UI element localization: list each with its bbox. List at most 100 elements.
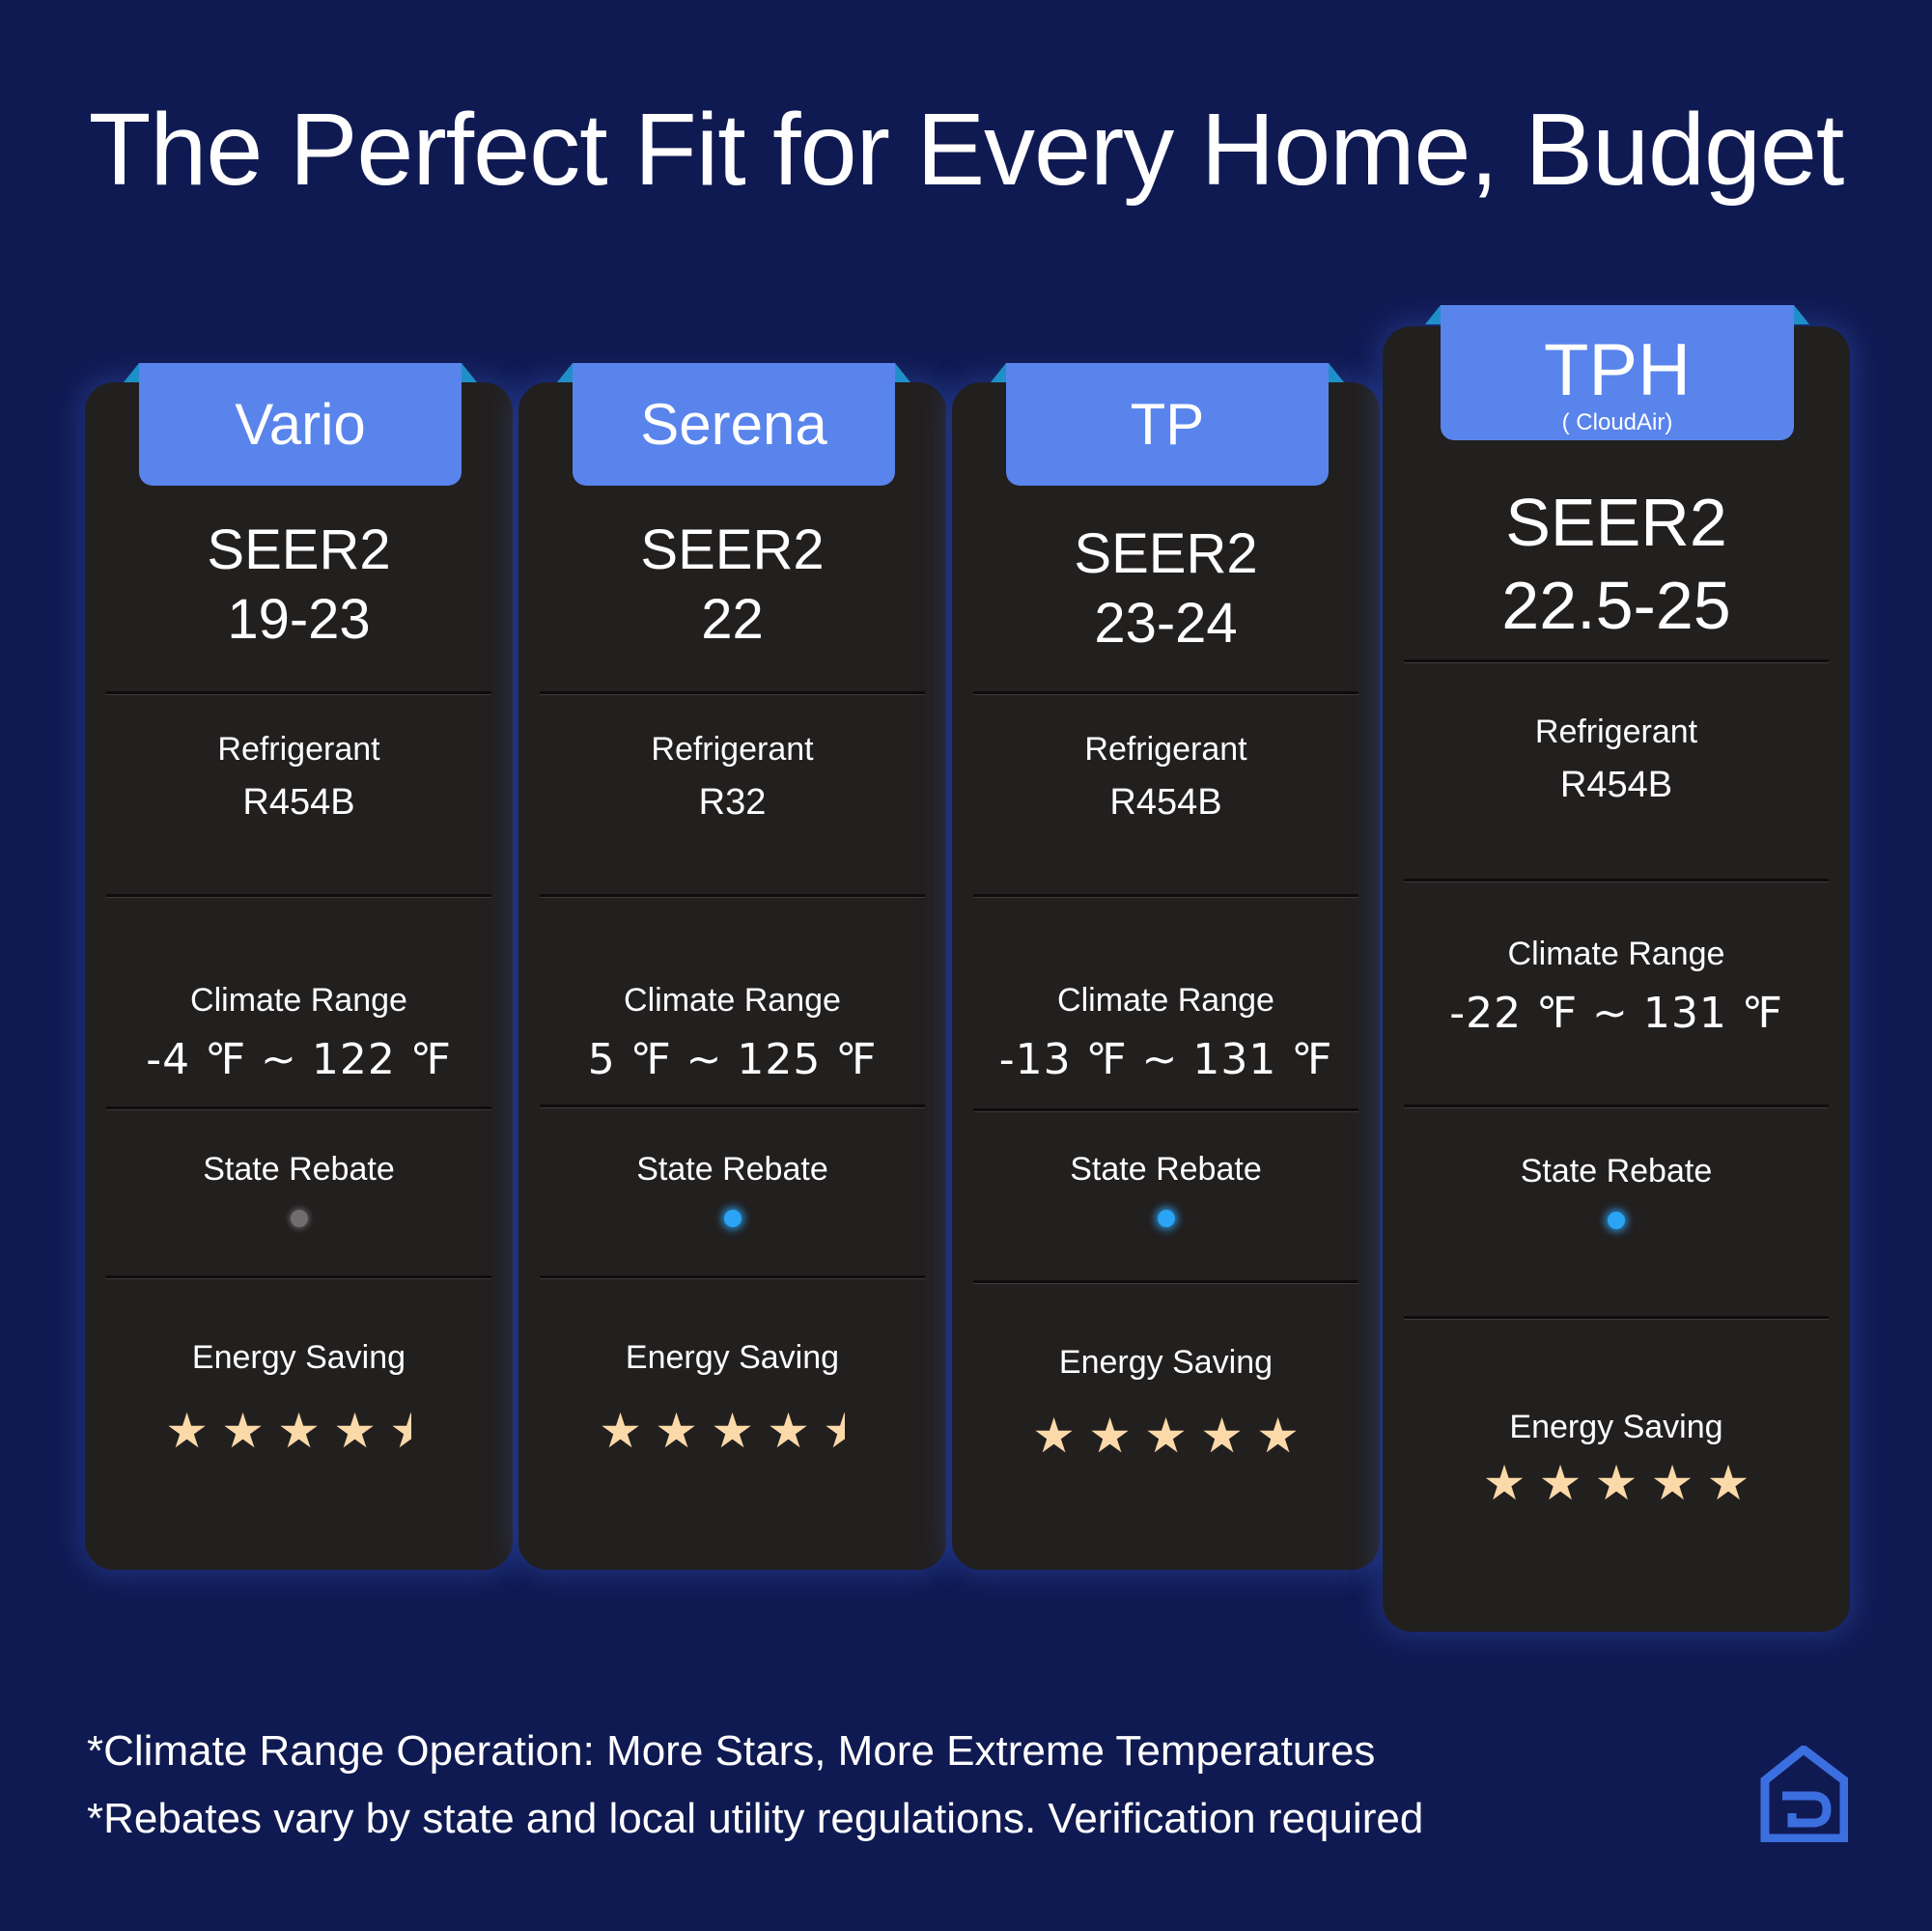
seer-value: 19-23 (227, 588, 371, 651)
star-icon: ★ (1256, 1408, 1300, 1464)
tab-flap-right (462, 363, 477, 382)
product-name: TP (1130, 392, 1205, 457)
refrigerant-value: R454B (1559, 765, 1673, 805)
row-divider (1404, 1105, 1829, 1108)
rebate-indicator-icon (723, 1210, 742, 1227)
energy-label: Energy Saving (191, 1339, 406, 1376)
seer-section: SEER2 23-24 (952, 519, 1380, 658)
star-icon: ★ (711, 1403, 754, 1459)
footnote-rebate: *Rebates vary by state and local utility… (87, 1795, 1424, 1842)
rebate-section: State Rebate (85, 1150, 513, 1227)
product-subtitle: ( CloudAir) (1561, 409, 1673, 435)
product-name: Serena (640, 392, 827, 457)
row-divider (973, 1280, 1358, 1284)
refrigerant-value: R454B (1109, 782, 1222, 823)
seer-label: SEER2 (1505, 485, 1727, 560)
star-icon: ★ (165, 1403, 209, 1459)
seer-label: SEER2 (207, 518, 391, 581)
row-divider (973, 894, 1358, 898)
energy-label: Energy Saving (1509, 1409, 1723, 1445)
star-icon: ★ (1482, 1455, 1526, 1511)
climate-label: Climate Range (190, 982, 407, 1019)
energy-label: Energy Saving (1058, 1344, 1274, 1381)
refrigerant-label: Refrigerant (1084, 731, 1247, 768)
row-divider (1404, 879, 1829, 882)
climate-section: Climate Range -4 ℉ ~ 122 ℉ (85, 981, 513, 1085)
star-icon: ★ (1594, 1455, 1638, 1511)
row-divider (1404, 1316, 1829, 1320)
climate-label: Climate Range (1507, 936, 1725, 972)
rebate-label: State Rebate (203, 1151, 395, 1188)
refrigerant-label: Refrigerant (217, 731, 380, 768)
tab-flap-right (895, 363, 910, 382)
row-divider (540, 894, 925, 898)
row-divider (540, 1275, 925, 1279)
star-icon: ★ (1144, 1408, 1188, 1464)
footnote-climate: *Climate Range Operation: More Stars, Mo… (87, 1727, 1376, 1775)
star-icon: ★ (333, 1403, 377, 1459)
product-name-tab: Vario (139, 363, 462, 486)
tab-flap-left (991, 363, 1006, 382)
rebate-indicator-icon (290, 1210, 308, 1227)
climate-label: Climate Range (1057, 982, 1274, 1019)
row-divider (106, 1275, 491, 1279)
product-card: TPH( CloudAir) SEER2 22.5-25 Refrigerant R4… (1383, 305, 1850, 1632)
energy-section: Energy Saving ★ ★ ★ ★ ★ (952, 1343, 1380, 1463)
climate-value: -4 ℉ ~ 122 ℉ (146, 1035, 452, 1084)
product-name: TPH (1544, 329, 1691, 411)
rebate-label: State Rebate (1520, 1153, 1713, 1189)
climate-section: Climate Range -22 ℉ ~ 131 ℉ (1383, 935, 1850, 1039)
star-icon: ★ (1650, 1455, 1694, 1511)
energy-rating: ★ ★ ★ ★ ★ (952, 1409, 1380, 1463)
tab-flap-left (557, 363, 573, 382)
product-card: Serena SEER2 22 Refrigerant R32 Climate Rang… (518, 363, 946, 1570)
star-icon: ★ (1538, 1455, 1582, 1511)
rebate-indicator-icon (1157, 1210, 1175, 1227)
tab-flap-left (1425, 305, 1441, 324)
row-divider (106, 1106, 491, 1110)
seer-section: SEER2 22.5-25 (1383, 481, 1850, 647)
seer-label: SEER2 (1074, 522, 1258, 585)
refrigerant-label: Refrigerant (651, 731, 814, 768)
star-icon: ★ (1706, 1455, 1750, 1511)
seer-value: 23-24 (1094, 592, 1238, 655)
row-divider (106, 691, 491, 695)
energy-section: Energy Saving ★★★★★★ (518, 1338, 946, 1458)
star-icon: ★ (1032, 1408, 1076, 1464)
energy-label: Energy Saving (625, 1339, 840, 1376)
seer-section: SEER2 22 (518, 516, 946, 655)
product-name: Vario (235, 392, 366, 457)
row-divider (1404, 659, 1829, 663)
climate-value: -22 ℉ ~ 131 ℉ (1449, 989, 1783, 1038)
refrigerant-section: Refrigerant R454B (85, 730, 513, 825)
refrigerant-value: R32 (698, 782, 767, 823)
row-divider (973, 1108, 1358, 1112)
energy-rating: ★★★★★★ (85, 1404, 513, 1458)
seer-section: SEER2 19-23 (85, 516, 513, 655)
seer-value: 22.5-25 (1501, 568, 1731, 643)
page-title: The Perfect Fit for Every Home, Budget (88, 93, 1845, 207)
star-icon: ★ (1200, 1408, 1244, 1464)
refrigerant-section: Refrigerant R32 (518, 730, 946, 825)
climate-value: -13 ℉ ~ 131 ℉ (998, 1035, 1333, 1084)
product-name-tab: TPH( CloudAir) (1441, 305, 1794, 440)
energy-rating: ★ ★ ★ ★ ★ (1383, 1456, 1850, 1510)
star-icon: ★★ (823, 1404, 845, 1458)
star-icon: ★★ (389, 1404, 411, 1458)
star-icon: ★ (767, 1403, 810, 1459)
product-card: TP SEER2 23-24 Refrigerant R454B Climate Ran… (952, 363, 1380, 1570)
energy-section: Energy Saving ★★★★★★ (85, 1338, 513, 1458)
star-icon: ★ (599, 1403, 642, 1459)
refrigerant-label: Refrigerant (1534, 714, 1698, 750)
climate-label: Climate Range (624, 982, 841, 1019)
refrigerant-section: Refrigerant R454B (1383, 713, 1850, 807)
row-divider (540, 1105, 925, 1108)
rebate-section: State Rebate (952, 1150, 1380, 1227)
row-divider (540, 691, 925, 695)
climate-section: Climate Range 5 ℉ ~ 125 ℉ (518, 981, 946, 1085)
tab-flap-left (124, 363, 139, 382)
star-icon: ★ (221, 1403, 265, 1459)
product-name-tab: TP (1006, 363, 1329, 486)
product-card: Vario SEER2 19-23 Refrigerant R454B Climate … (85, 363, 513, 1570)
product-name-tab: Serena (573, 363, 895, 486)
